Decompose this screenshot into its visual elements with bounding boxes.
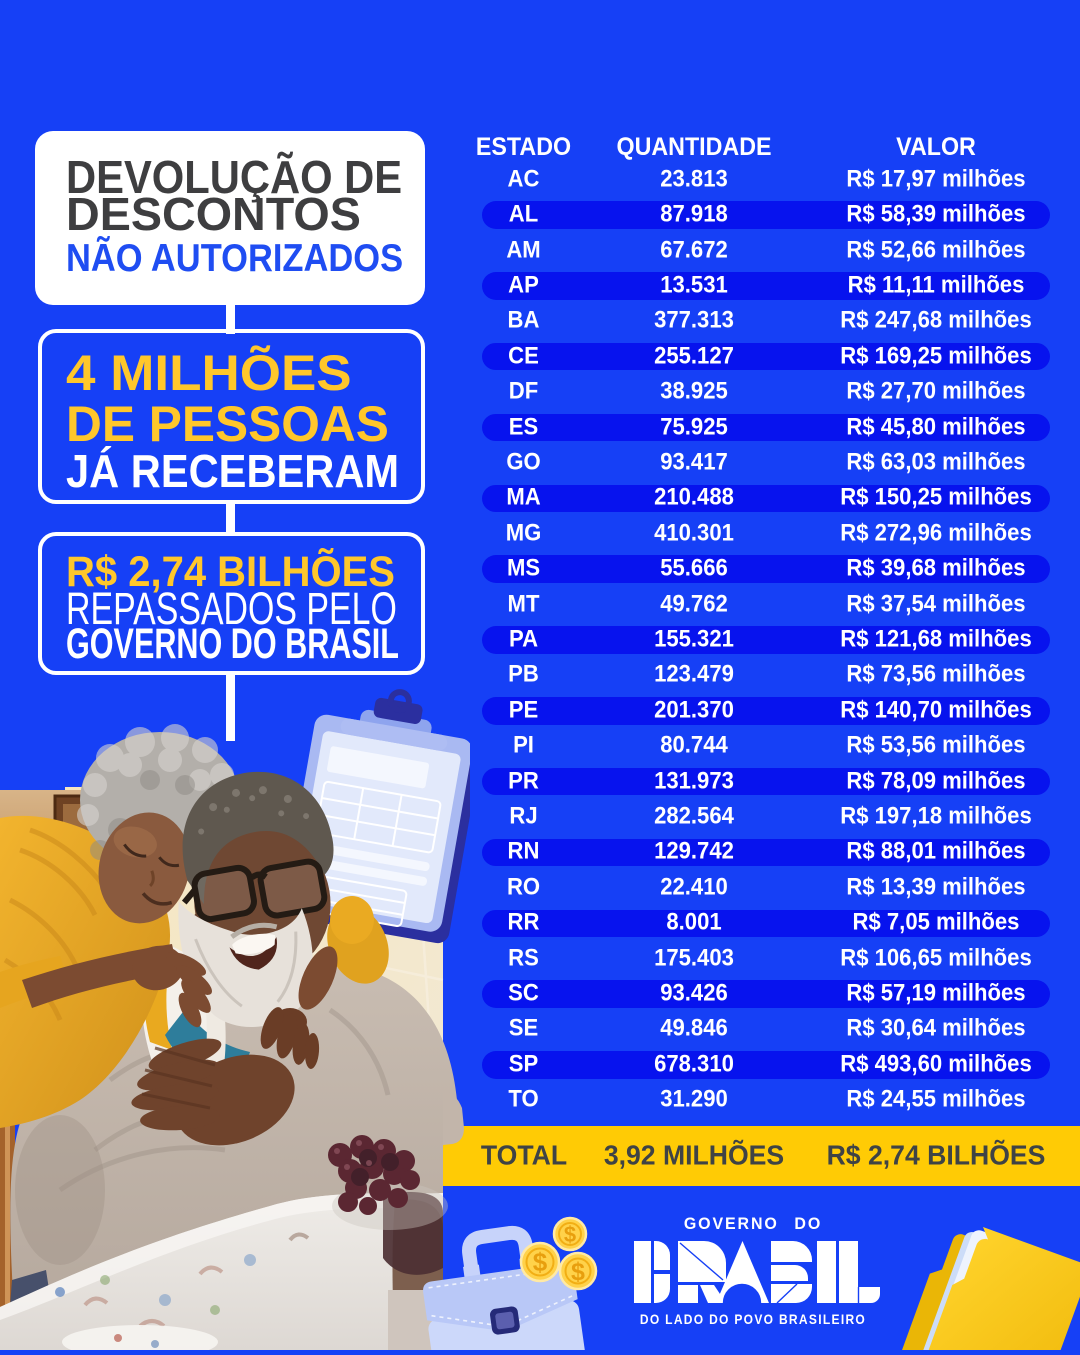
svg-text:$: $ [533,1247,548,1277]
svg-text:$: $ [571,1258,585,1286]
svg-text:$: $ [564,1222,576,1247]
